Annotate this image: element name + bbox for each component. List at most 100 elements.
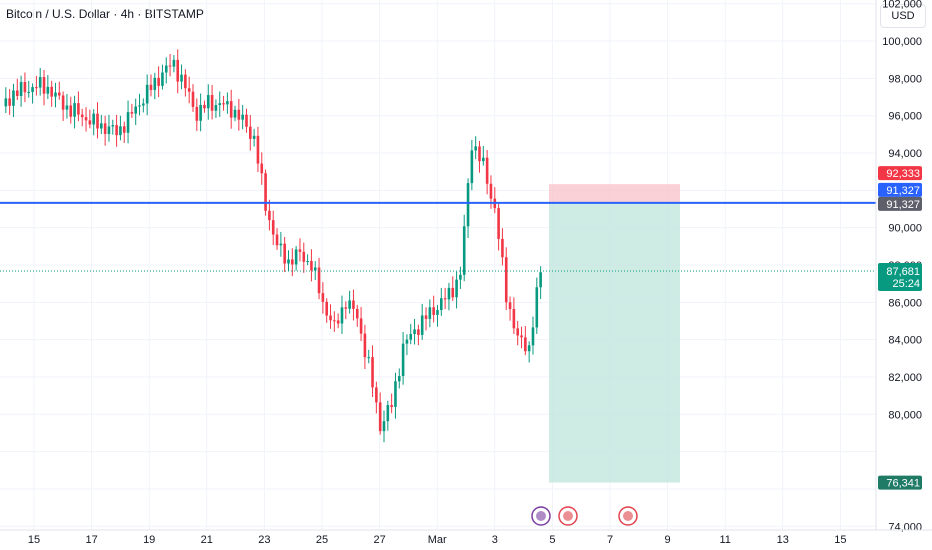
y-tick-label: 102,000	[882, 0, 922, 11]
current-price-label: 87,681	[886, 266, 920, 278]
candle-body	[455, 279, 458, 298]
candle-body	[115, 125, 118, 136]
candle-body	[157, 77, 160, 86]
candle-body	[168, 65, 172, 67]
candle-body	[417, 329, 420, 335]
candle-body	[375, 387, 378, 403]
stop-price-tag-label: 92,333	[886, 168, 920, 180]
x-tick-label: 9	[665, 534, 671, 546]
candle-body	[164, 65, 168, 73]
candle-body	[80, 114, 84, 118]
target-price-tag-bg	[878, 475, 922, 490]
candle-body	[539, 272, 542, 288]
candle-body	[363, 333, 367, 358]
candle-body	[436, 310, 439, 315]
x-tick-label: 3	[492, 534, 498, 546]
candle-body	[443, 298, 447, 300]
candle-body	[451, 287, 455, 298]
candle-body	[210, 94, 214, 111]
y-tick-label: 90,000	[888, 223, 922, 235]
flag-icon-us	[558, 506, 578, 526]
x-tick-label: 15	[834, 534, 846, 546]
candle-body	[336, 320, 340, 324]
candle-body	[306, 260, 309, 262]
candle-body	[122, 126, 126, 133]
candle-body	[275, 234, 279, 246]
candle-body	[27, 91, 31, 93]
take-profit-zone	[549, 202, 680, 483]
candle-body	[531, 327, 535, 346]
flag-icon-us	[618, 506, 638, 526]
time-axis: 15 17 19 21 23 25 27 Mar 3 5 7 9 11 13 15	[0, 529, 932, 546]
candle-body	[249, 126, 252, 139]
entry-price-tag-bg	[878, 196, 922, 211]
currency-button[interactable]: USD	[880, 4, 926, 28]
candle-body	[371, 357, 374, 388]
candle-body	[260, 163, 264, 174]
position-tool	[549, 184, 680, 483]
candle-body	[264, 173, 267, 211]
candle-body	[470, 150, 474, 184]
candle-body	[77, 103, 80, 115]
candle-body	[145, 84, 149, 104]
candle-body	[397, 376, 401, 382]
candle-body	[199, 104, 202, 121]
candle-body	[222, 103, 225, 105]
candle-body	[214, 105, 218, 111]
y-tick-label: 96,000	[888, 111, 922, 123]
candle-body	[69, 105, 73, 117]
candle-body	[65, 105, 69, 110]
candle-body	[333, 320, 336, 322]
candle-body	[96, 113, 99, 129]
x-tick-label: 13	[777, 534, 789, 546]
entry-price-tag-label: 91,327	[886, 199, 920, 211]
candle-body	[31, 87, 34, 92]
candle-body	[19, 82, 23, 97]
candle-body	[497, 208, 500, 239]
y-tick-label: 94,000	[888, 148, 922, 160]
target-price-tag-label: 76,341	[886, 478, 920, 490]
candle-body	[119, 126, 122, 136]
candle-body	[352, 300, 355, 309]
candle-body	[279, 243, 283, 246]
candle-body	[428, 307, 432, 319]
candle-body	[203, 104, 206, 109]
candle-body	[501, 238, 504, 258]
candle-body	[512, 308, 516, 329]
x-tick-label: 15	[28, 534, 40, 546]
y-tick-label: 82,000	[888, 372, 922, 384]
candle-body	[516, 328, 519, 336]
x-tick-label: 27	[373, 534, 385, 546]
candle-body	[466, 183, 470, 227]
candle-body	[252, 135, 256, 139]
candle-body	[359, 318, 363, 334]
event-dot	[563, 511, 573, 521]
candle-body	[23, 82, 27, 93]
candle-body	[111, 125, 115, 127]
candle-body	[313, 267, 317, 271]
candle-body	[474, 146, 477, 151]
x-tick-label: Mar	[428, 534, 447, 546]
candle-body	[413, 329, 416, 335]
candle-body	[58, 92, 61, 96]
candle-body	[46, 86, 50, 94]
candle-body	[478, 146, 481, 162]
candle-body	[459, 274, 462, 280]
candle-body	[12, 90, 15, 106]
candle-body	[482, 157, 485, 162]
candle-body	[287, 259, 290, 264]
stop-loss-zone	[549, 184, 680, 203]
candle-body	[535, 287, 539, 328]
candle-body	[317, 267, 321, 294]
candle-body	[348, 300, 351, 309]
candle-body	[8, 98, 11, 106]
candle-body	[409, 334, 413, 340]
candle-body	[84, 117, 88, 121]
x-tick-label: 17	[85, 534, 97, 546]
candle-body	[187, 88, 191, 92]
candle-body	[271, 220, 275, 235]
candle-body	[401, 343, 405, 377]
candle-body	[394, 381, 397, 407]
